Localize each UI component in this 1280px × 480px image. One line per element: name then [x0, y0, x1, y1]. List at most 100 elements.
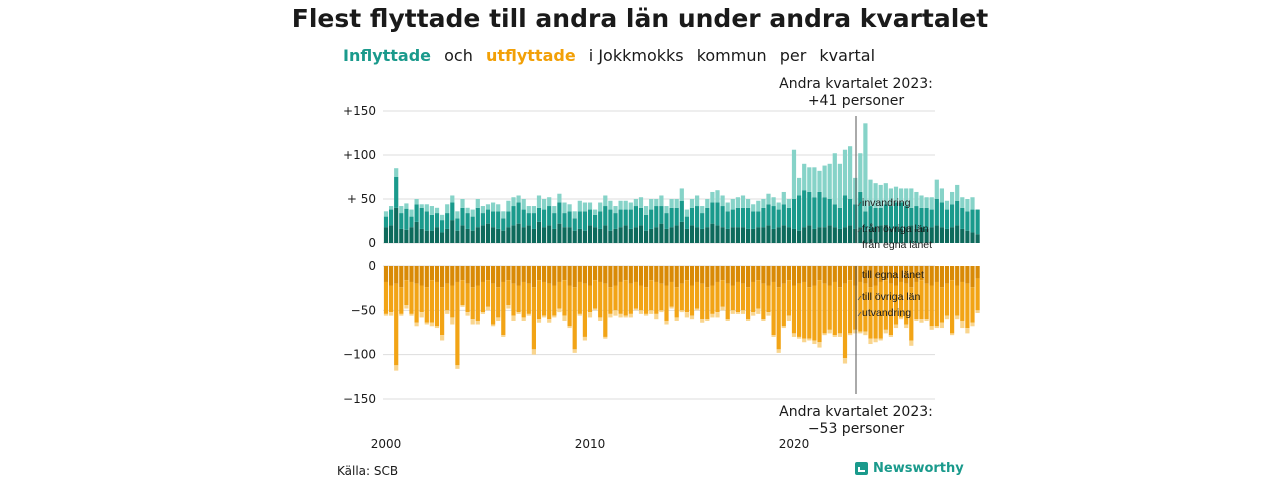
- bar-in-ovriga-lan: [944, 209, 950, 229]
- bar-in-ovriga-lan: [536, 207, 542, 222]
- bar-out-utvandring: [878, 338, 883, 341]
- legend-in-label: från övriga län: [862, 223, 929, 235]
- bar-in-invandring: [858, 153, 863, 192]
- bar-in-invandring: [740, 195, 746, 208]
- bar-out-utvandring: [618, 313, 623, 318]
- bar-out-utvandring: [531, 349, 536, 355]
- bar-out-egna-lanet: [720, 266, 725, 281]
- bar-in-ovriga-lan: [491, 211, 496, 228]
- bar-in-ovriga-lan: [577, 211, 582, 229]
- bar-out-egna-lanet: [837, 266, 842, 288]
- bar-in-ovriga-lan: [638, 207, 644, 226]
- bar-out-egna-lanet: [710, 266, 715, 286]
- bar-out-egna-lanet: [501, 266, 506, 282]
- bar-in-invandring: [761, 199, 766, 208]
- bar-in-invandring: [914, 191, 919, 207]
- bar-in-ovriga-lan: [608, 209, 613, 231]
- bar-out-egna-lanet: [633, 266, 638, 282]
- bar-in-egna-lanet: [756, 227, 761, 243]
- bar-in-ovriga-lan: [613, 213, 618, 229]
- bar-out-ovriga-lan: [888, 283, 893, 336]
- bar-out-egna-lanet: [883, 266, 888, 281]
- bar-out-utvandring: [802, 338, 807, 343]
- bar-out-egna-lanet: [797, 266, 802, 284]
- bar-in-invandring: [695, 195, 700, 207]
- bar-in-egna-lanet: [557, 223, 562, 243]
- bar-out-utvandring: [863, 331, 868, 336]
- bar-in-invandring: [399, 206, 404, 214]
- bar-out-egna-lanet: [511, 266, 516, 284]
- bar-in-egna-lanet: [409, 227, 414, 243]
- bar-in-ovriga-lan: [587, 209, 593, 226]
- bar-out-egna-lanet: [848, 266, 853, 281]
- bar-out-egna-lanet: [383, 266, 389, 282]
- bar-in-egna-lanet: [689, 225, 695, 243]
- bar-in-invandring: [812, 167, 817, 198]
- bar-in-ovriga-lan: [572, 218, 577, 231]
- bar-out-utvandring: [389, 312, 394, 316]
- bar-out-egna-lanet: [664, 266, 669, 286]
- bar-in-ovriga-lan: [868, 206, 873, 229]
- bar-in-invandring: [404, 203, 409, 209]
- bar-in-ovriga-lan: [404, 208, 409, 230]
- bar-out-egna-lanet: [582, 266, 587, 284]
- bar-in-egna-lanet: [552, 228, 557, 243]
- bar-out-ovriga-lan: [756, 280, 761, 309]
- bar-out-egna-lanet: [832, 266, 837, 282]
- y-tick-label: + 50: [347, 192, 376, 206]
- bar-out-ovriga-lan: [924, 283, 929, 320]
- bar-in-ovriga-lan: [812, 197, 817, 229]
- bar-out-ovriga-lan: [399, 287, 404, 314]
- bar-out-utvandring: [562, 315, 567, 321]
- bar-in-ovriga-lan: [470, 216, 475, 231]
- bar-out-utvandring: [674, 317, 679, 321]
- bar-out-utvandring: [501, 335, 506, 337]
- bar-out-utvandring: [720, 306, 725, 311]
- bar-in-egna-lanet: [404, 229, 409, 243]
- bar-in-egna-lanet: [618, 227, 623, 243]
- bar-in-invandring: [445, 204, 450, 214]
- bar-in-invandring: [562, 202, 567, 214]
- bar-out-utvandring: [577, 313, 582, 316]
- bar-in-invandring: [725, 202, 730, 212]
- bar-out-utvandring: [899, 317, 904, 320]
- bar-out-egna-lanet: [761, 266, 766, 284]
- bar-in-invandring: [526, 206, 531, 214]
- bar-out-egna-lanet: [424, 266, 429, 288]
- bar-out-ovriga-lan: [557, 281, 562, 309]
- bar-out-utvandring: [730, 310, 735, 314]
- bar-in-ovriga-lan: [914, 206, 919, 229]
- bar-out-ovriga-lan: [934, 281, 939, 327]
- bar-out-ovriga-lan: [776, 287, 781, 350]
- source-note: Källa: SCB: [337, 464, 399, 478]
- bar-in-egna-lanet: [531, 228, 536, 243]
- bar-out-egna-lanet: [603, 266, 608, 284]
- bar-out-utvandring: [868, 338, 873, 345]
- bar-in-invandring: [608, 200, 613, 210]
- bar-out-ovriga-lan: [470, 287, 475, 320]
- bar-in-ovriga-lan: [950, 204, 955, 228]
- bar-in-egna-lanet: [424, 230, 429, 243]
- bar-in-ovriga-lan: [593, 214, 598, 228]
- bar-in-egna-lanet: [868, 228, 873, 243]
- bar-in-egna-lanet: [705, 227, 710, 243]
- bar-in-egna-lanet: [761, 227, 766, 243]
- bar-in-egna-lanet: [669, 227, 674, 243]
- bar-out-utvandring: [613, 310, 618, 316]
- bar-in-egna-lanet: [649, 228, 654, 243]
- bar-out-egna-lanet: [399, 266, 404, 288]
- bar-out-egna-lanet: [409, 266, 414, 282]
- bar-in-ovriga-lan: [689, 207, 695, 226]
- bar-in-ovriga-lan: [679, 200, 684, 222]
- bar-in-ovriga-lan: [654, 206, 659, 228]
- bar-out-utvandring: [929, 326, 934, 330]
- bar-out-utvandring: [919, 319, 924, 323]
- bar-in-invandring: [496, 204, 501, 212]
- bar-out-utvandring: [807, 338, 812, 341]
- bar-in-ovriga-lan: [684, 216, 689, 229]
- bar-in-invandring: [684, 209, 689, 217]
- bar-in-invandring: [674, 199, 679, 208]
- bar-out-utvandring: [751, 312, 756, 316]
- bar-out-egna-lanet: [909, 266, 914, 288]
- bar-out-ovriga-lan: [608, 287, 613, 314]
